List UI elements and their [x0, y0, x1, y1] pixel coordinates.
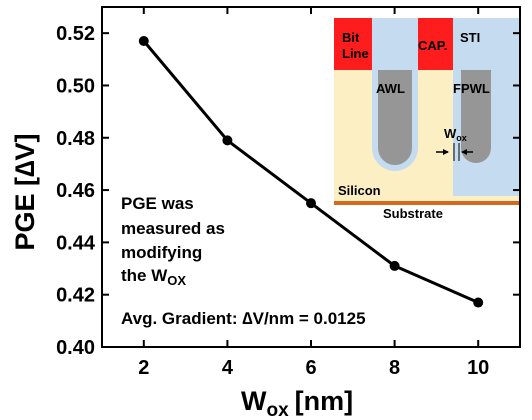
y-tick-label-5: 0.50: [56, 75, 95, 97]
y-tick-label-0: 0.40: [56, 337, 95, 359]
x-tick-label-3: 8: [389, 357, 400, 379]
cross-section-inset: Bit Line CAP. STI AWL FPWL Wox Silicon S…: [334, 18, 519, 221]
awl-label: AWL: [376, 81, 405, 96]
data-point-4: [473, 297, 484, 308]
note-line-3: modifying: [121, 243, 202, 262]
bit-line-label-bottom: Line: [342, 46, 369, 61]
x-tick-label-2: 6: [305, 357, 316, 379]
note-line-2: measured as: [121, 219, 225, 238]
note-line-4-sub: OX: [167, 273, 186, 288]
wox-label-sub: ox: [456, 133, 467, 143]
note-line-4: the WOX: [121, 266, 186, 288]
data-point-3: [389, 260, 400, 271]
data-point-1: [222, 135, 233, 146]
y-tick-label-3: 0.46: [56, 180, 95, 202]
plot-frame: [101, 6, 521, 348]
x-tick-label-4: 10: [467, 357, 489, 379]
fpwl-label: FPWL: [453, 81, 490, 96]
series-group: [138, 36, 484, 308]
data-point-2: [306, 198, 316, 209]
cap-block: [416, 18, 454, 70]
wox-label: Wox: [444, 126, 467, 143]
y-tick-label-4: 0.48: [56, 128, 95, 150]
fpwl-gate: [461, 70, 491, 163]
x-tick-label-1: 4: [222, 357, 234, 379]
cap-label: CAP.: [418, 38, 447, 53]
x-tick-label-0: 2: [138, 357, 149, 379]
bit-line-label-top: Bit: [342, 30, 360, 45]
substrate-label: Substrate: [383, 206, 443, 221]
x-axis-title-main: W: [241, 386, 267, 416]
y-axis-title: PGE [∆V]: [10, 133, 40, 250]
y-tick-label-6: 0.52: [56, 23, 95, 45]
sti-label: STI: [460, 30, 480, 45]
note-line-4-main: the W: [121, 266, 168, 285]
wox-label-main: W: [444, 126, 457, 141]
y-tick-label-1: 0.42: [56, 285, 95, 307]
x-axis-title-sub: ox: [266, 400, 289, 420]
data-point-0: [138, 36, 149, 46]
y-tick-label-2: 0.44: [56, 232, 96, 254]
x-axis-title-unit: [nm]: [295, 386, 353, 416]
awl-gate: [378, 70, 412, 165]
note-line-1: PGE was: [121, 194, 194, 213]
series-points: [138, 36, 484, 308]
gradient-annotation: Avg. Gradient: ∆V/nm = 0.0125: [121, 309, 366, 328]
axis-tick-labels: 2 4 6 8 10 0.40 0.42 0.44 0.46 0.48 0.50 0.52: [56, 23, 489, 379]
silicon-label: Silicon: [338, 183, 381, 198]
wox-arrowhead-left: [443, 149, 449, 155]
x-axis-title: Wox [nm]: [241, 386, 353, 420]
wox-arrowhead-right: [461, 149, 467, 155]
